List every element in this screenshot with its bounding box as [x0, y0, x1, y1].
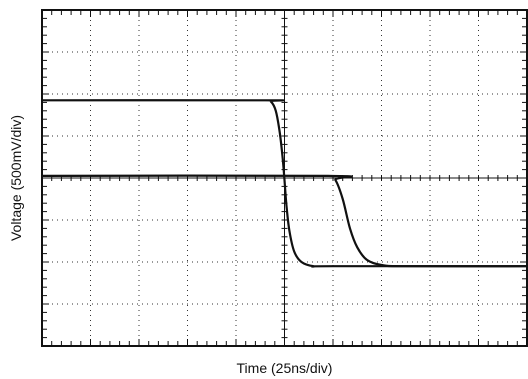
x-axis-label: Time (25ns/div) [237, 360, 333, 376]
traces [41, 99, 528, 268]
y-axis-label: Voltage (500mV/div) [8, 115, 24, 241]
tick-marks [42, 10, 527, 346]
trace-2 [41, 174, 528, 268]
trace-1 [41, 99, 527, 268]
